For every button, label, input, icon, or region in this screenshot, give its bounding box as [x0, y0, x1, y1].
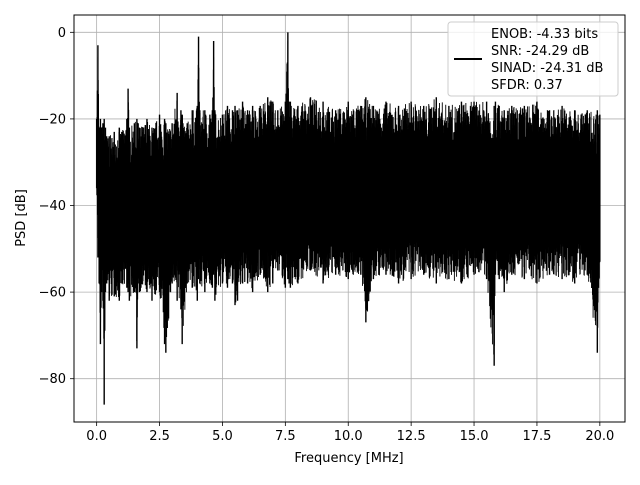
legend-entry-snr: SNR: -24.29 dB: [491, 44, 589, 59]
y-tick-label: −20: [39, 112, 66, 127]
y-tick-label: 0: [58, 26, 66, 41]
legend-entry-enob: ENOB: -4.33 bits: [491, 27, 598, 42]
x-tick-label: 2.5: [149, 429, 170, 444]
x-tick-label: 12.5: [397, 429, 426, 444]
x-tick-label: 10.0: [334, 429, 363, 444]
x-tick-label: 15.0: [460, 429, 489, 444]
x-tick-label: 5.0: [212, 429, 233, 444]
psd-trace: [95, 32, 601, 405]
y-tick-label: −80: [39, 372, 66, 387]
x-axis-ticks: 0.0 2.5 5.0 7.5 10.0 12.5 15.0 17.5 20.0: [86, 422, 614, 444]
y-tick-label: −60: [39, 286, 66, 301]
x-tick-label: 0.0: [86, 429, 107, 444]
x-tick-label: 20.0: [585, 429, 614, 444]
x-axis-label: Frequency [MHz]: [294, 451, 403, 466]
legend-entry-sinad: SINAD: -24.31 dB: [491, 61, 603, 76]
legend: ENOB: -4.33 bits SNR: -24.29 dB SINAD: -…: [447, 21, 619, 97]
y-axis-label: PSD [dB]: [14, 189, 29, 247]
legend-entry-sfdr: SFDR: 0.37: [491, 78, 563, 93]
y-axis-ticks: 0 −20 −40 −60 −80: [39, 26, 74, 387]
x-tick-label: 17.5: [522, 429, 551, 444]
x-tick-label: 7.5: [275, 429, 296, 444]
plot-frame: [73, 14, 626, 423]
y-tick-label: −40: [39, 199, 66, 214]
legend-box: [447, 21, 619, 97]
